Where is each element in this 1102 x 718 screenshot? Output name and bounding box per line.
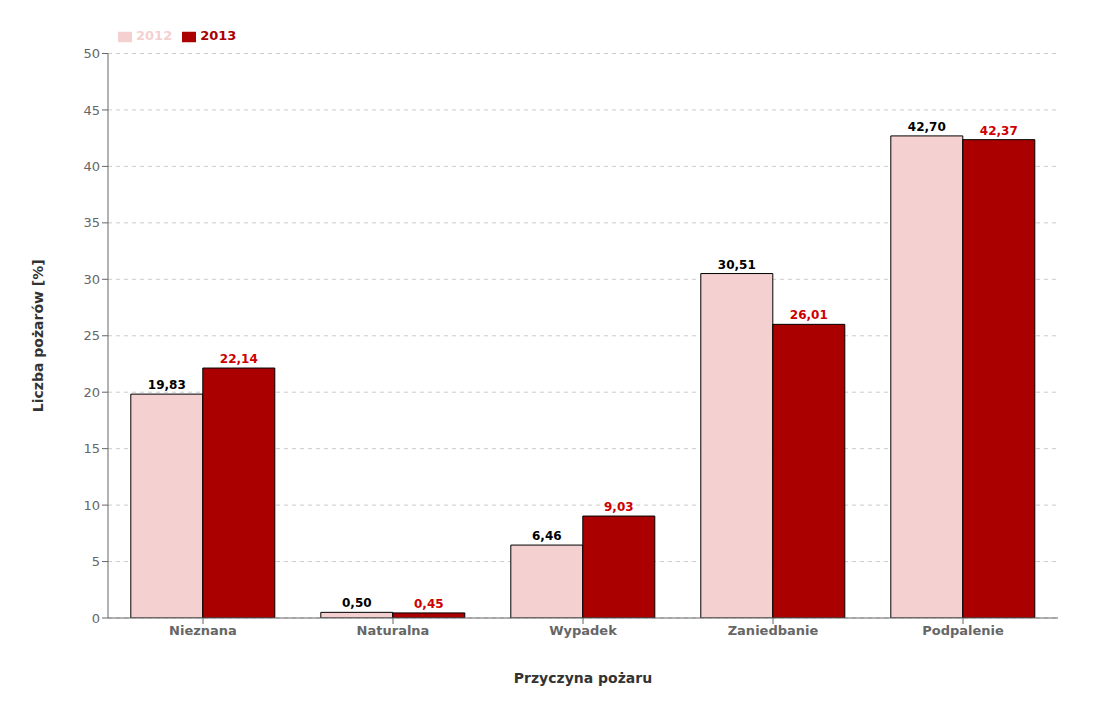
svg-text:45: 45: [83, 103, 100, 118]
svg-text:20: 20: [83, 385, 100, 400]
svg-text:42,70: 42,70: [908, 120, 946, 134]
svg-text:22,14: 22,14: [220, 352, 258, 366]
svg-text:Podpalenie: Podpalenie: [922, 623, 1004, 638]
svg-text:26,01: 26,01: [790, 308, 828, 322]
svg-text:35: 35: [83, 215, 100, 230]
svg-text:Zaniedbanie: Zaniedbanie: [728, 623, 819, 638]
svg-text:9,03: 9,03: [604, 500, 634, 514]
svg-text:0: 0: [92, 611, 100, 626]
svg-text:Wypadek: Wypadek: [549, 623, 617, 638]
svg-text:0,50: 0,50: [342, 596, 372, 610]
svg-text:30,51: 30,51: [718, 258, 756, 272]
svg-text:Liczba pożarów [%]: Liczba pożarów [%]: [30, 259, 46, 412]
svg-text:5: 5: [92, 554, 100, 569]
svg-text:42,37: 42,37: [980, 124, 1018, 138]
svg-text:25: 25: [83, 328, 100, 343]
svg-text:0,45: 0,45: [414, 597, 444, 611]
svg-text:Naturalna: Naturalna: [357, 623, 430, 638]
html-text:2012: 2012: [136, 28, 173, 43]
svg-text:19,83: 19,83: [148, 378, 186, 392]
svg-text:50: 50: [83, 46, 100, 61]
svg-text:40: 40: [83, 159, 100, 174]
svg-text:Przyczyna pożaru: Przyczyna pożaru: [514, 670, 652, 686]
svg-text:15: 15: [83, 441, 100, 456]
svg-text:Nieznana: Nieznana: [169, 623, 237, 638]
svg-text:10: 10: [83, 498, 100, 513]
html-text:2013: 2013: [200, 28, 237, 43]
svg-text:30: 30: [83, 272, 100, 287]
svg-text:6,46: 6,46: [532, 529, 562, 543]
